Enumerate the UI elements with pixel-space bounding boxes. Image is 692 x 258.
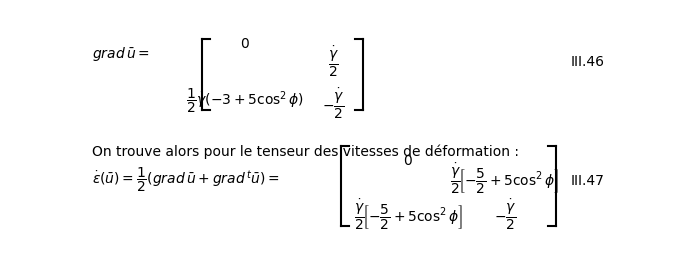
Text: On trouve alors pour le tenseur des vitesses de déformation :: On trouve alors pour le tenseur des vite… (92, 144, 519, 159)
Text: $\dfrac{1}{2}\dot{\gamma}(-3+5\cos^2\phi)$: $\dfrac{1}{2}\dot{\gamma}(-3+5\cos^2\phi… (185, 87, 304, 115)
Text: $0$: $0$ (240, 37, 250, 51)
Text: $\dfrac{\dot{\gamma}}{2}\!\left[-\dfrac{5}{2}+5\cos^2\phi\right]$: $\dfrac{\dot{\gamma}}{2}\!\left[-\dfrac{… (450, 162, 559, 196)
Text: $\dfrac{\dot{\gamma}}{2}$: $\dfrac{\dot{\gamma}}{2}$ (328, 45, 338, 79)
Text: $grad\,\bar{u} =$: $grad\,\bar{u} =$ (92, 45, 149, 63)
Text: $\dot{\varepsilon}(\bar{u}) = \dfrac{1}{2}(grad\,\bar{u} + grad\,{}^{t}\bar{u}) : $\dot{\varepsilon}(\bar{u}) = \dfrac{1}{… (92, 166, 280, 194)
Text: $0$: $0$ (403, 154, 413, 168)
Text: $\dfrac{\dot{\gamma}}{2}\!\left[-\dfrac{5}{2}+5\cos^2\phi\right]$: $\dfrac{\dot{\gamma}}{2}\!\left[-\dfrac{… (354, 198, 463, 232)
Text: III.46: III.46 (571, 55, 605, 69)
Text: III.47: III.47 (571, 174, 605, 188)
Text: $-\dfrac{\dot{\gamma}}{2}$: $-\dfrac{\dot{\gamma}}{2}$ (322, 87, 345, 120)
Text: $-\dfrac{\dot{\gamma}}{2}$: $-\dfrac{\dot{\gamma}}{2}$ (493, 198, 516, 232)
